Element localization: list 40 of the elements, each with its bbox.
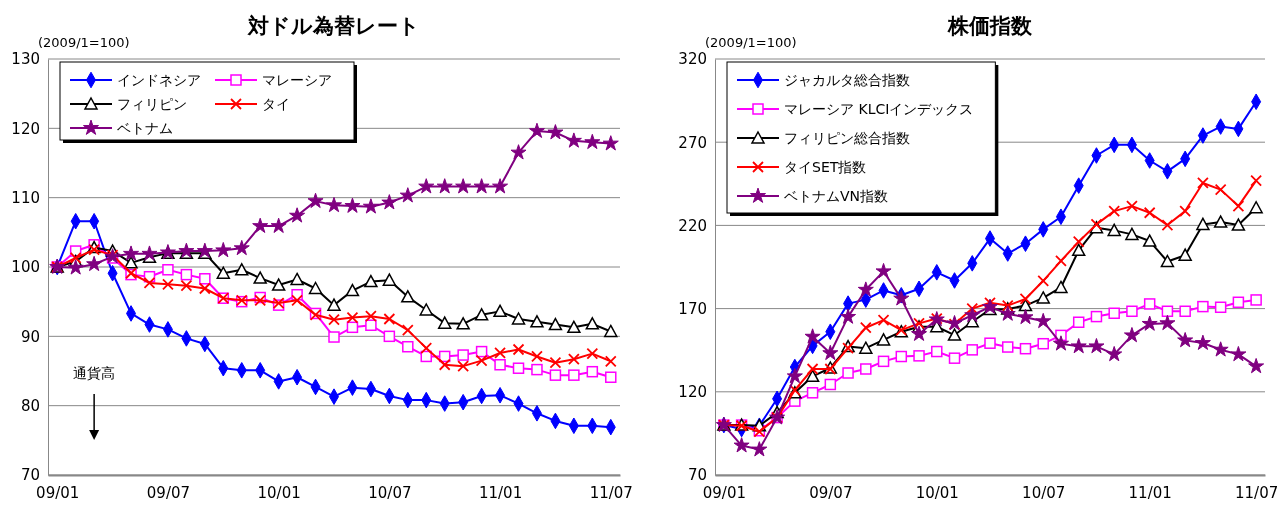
x-tick-label: 11/07: [589, 483, 633, 502]
y-tick-label: 120: [11, 119, 40, 138]
x-tick-label: 10/07: [368, 483, 412, 502]
x-tick-label: 09/01: [702, 483, 746, 502]
x-tick-label: 11/07: [1235, 483, 1277, 502]
annotation: 通貨高: [73, 365, 116, 381]
x-tick-label: 10/01: [915, 483, 959, 502]
legend-label: フィリピン: [117, 96, 187, 112]
x-tick-label: 09/07: [809, 483, 853, 502]
legend-label: フィリピン総合指数: [784, 130, 910, 146]
y-tick-label: 270: [678, 133, 707, 152]
y-tick-label: 130: [11, 50, 40, 69]
y-tick-label: 320: [678, 50, 707, 69]
y-tick-label: 90: [20, 327, 40, 346]
y-tick-label: 110: [11, 188, 40, 207]
legend-label: マレーシア: [262, 72, 332, 88]
legend-label: タイ: [262, 96, 290, 112]
chart-title: 株価指数: [947, 14, 1033, 38]
y-tick-label: 120: [678, 383, 707, 402]
x-tick-label: 11/01: [478, 483, 523, 502]
y-axis-title: (2009/1=100): [38, 35, 130, 50]
x-tick-label: 10/01: [257, 483, 301, 502]
x-tick-label: 10/07: [1022, 483, 1066, 502]
legend-label: マレーシア KLCIインデックス: [784, 101, 974, 117]
legend-label: ベトナムVN指数: [784, 188, 889, 204]
legend-label: ベトナム: [117, 120, 173, 136]
x-tick-label: 09/01: [36, 483, 80, 502]
y-tick-label: 70: [687, 466, 707, 485]
y-tick-label: 220: [678, 216, 707, 235]
x-tick-label: 11/01: [1128, 483, 1172, 502]
x-tick-label: 09/07: [146, 483, 191, 502]
y-tick-label: 80: [20, 396, 40, 415]
legend-label: タイSET指数: [784, 159, 867, 175]
y-tick-label: 70: [20, 466, 40, 485]
y-tick-label: 170: [678, 299, 707, 318]
legend-label: インドネシア: [117, 72, 201, 88]
chart-title: 対ドル為替レート: [247, 14, 420, 38]
y-tick-label: 100: [11, 258, 40, 277]
legend-label: ジャカルタ総合指数: [784, 72, 910, 88]
y-axis-title: (2009/1=100): [705, 35, 797, 50]
